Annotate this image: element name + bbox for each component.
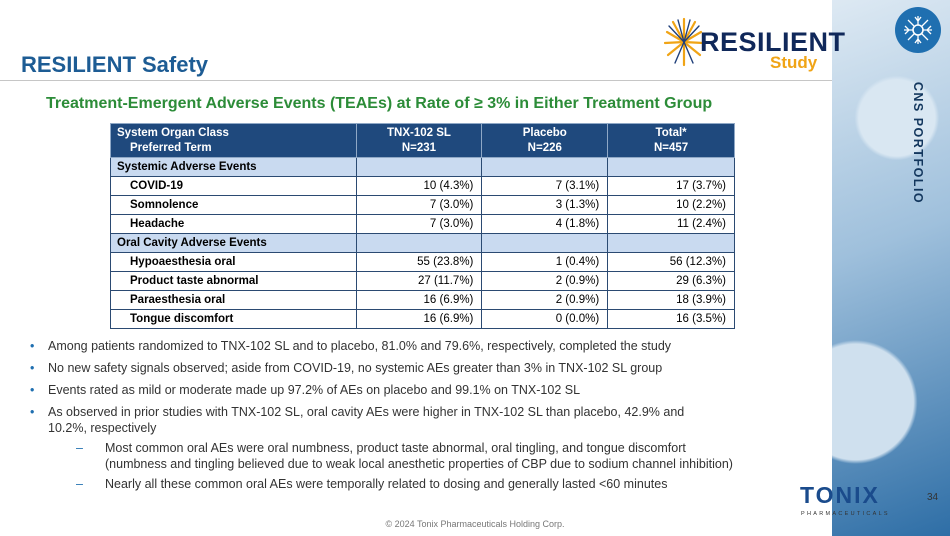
dash-icon: –	[76, 441, 83, 455]
table-row: Paraesthesia oral 16 (6.9%) 2 (0.9%) 18 …	[110, 290, 735, 310]
cell-tnx: 7 (3.0%)	[355, 195, 483, 215]
copyright-footer: © 2024 Tonix Pharmaceuticals Holding Cor…	[385, 519, 565, 529]
header-system-organ-class: System Organ Class Preferred Term	[110, 123, 357, 158]
header-col3-line2: N=226	[527, 141, 562, 154]
header-col2-line2: N=231	[401, 141, 437, 154]
cell-total: 11 (2.4%)	[607, 214, 735, 234]
cell-term: Tongue discomfort	[110, 309, 357, 329]
bullet-item: • No new safety signals observed; aside …	[30, 360, 830, 376]
cell-placebo	[481, 157, 609, 177]
table-section-row: Systemic Adverse Events	[110, 157, 735, 177]
bullet-dot-icon: •	[30, 339, 35, 353]
cell-term: Paraesthesia oral	[110, 290, 357, 310]
section-label: Oral Cavity Adverse Events	[110, 233, 357, 253]
cell-total	[607, 233, 735, 253]
header-col2-line1: TNX-102 SL	[387, 126, 451, 139]
header-col4-line1: Total*	[655, 126, 687, 139]
tonix-tagline: PHARMACEUTICALS	[801, 511, 890, 517]
cell-total: 17 (3.7%)	[607, 176, 735, 196]
table-row: Tongue discomfort 16 (6.9%) 0 (0.0%) 16 …	[110, 309, 735, 329]
page-title: RESILIENT Safety	[21, 52, 209, 77]
bullet-dot-icon: •	[30, 383, 35, 397]
cell-term: Somnolence	[110, 195, 357, 215]
cell-placebo: 4 (1.8%)	[481, 214, 609, 234]
adverse-events-table: System Organ Class Preferred Term TNX-10…	[110, 123, 735, 329]
sub-bullet-text-line: (numbness and tingling believed due to w…	[105, 457, 733, 471]
cell-tnx: 16 (6.9%)	[355, 309, 483, 329]
bullet-text: Events rated as mild or moderate made up…	[48, 383, 581, 397]
cell-placebo: 2 (0.9%)	[481, 271, 609, 291]
header-tnx102sl: TNX-102 SL N=231	[355, 123, 483, 158]
sub-bullet-text: Nearly all these common oral AEs were te…	[105, 477, 668, 491]
bullet-text-line: 10.2%, respectively	[48, 421, 157, 435]
cns-portfolio-label: CNS PORTFOLIO	[911, 81, 925, 205]
cell-placebo: 0 (0.0%)	[481, 309, 609, 329]
cell-term: Headache	[110, 214, 357, 234]
section-label: Systemic Adverse Events	[110, 157, 357, 177]
cell-term: Hypoaesthesia oral	[110, 252, 357, 272]
cell-tnx: 10 (4.3%)	[355, 176, 483, 196]
table-row: Hypoaesthesia oral 55 (23.8%) 1 (0.4%) 5…	[110, 252, 735, 272]
table-row: Product taste abnormal 27 (11.7%) 2 (0.9…	[110, 271, 735, 291]
cell-placebo: 1 (0.4%)	[481, 252, 609, 272]
table-row: Somnolence 7 (3.0%) 3 (1.3%) 10 (2.2%)	[110, 195, 735, 215]
cell-total	[607, 157, 735, 177]
table-section-row: Oral Cavity Adverse Events	[110, 233, 735, 253]
resilient-study-logo: RESILIENT Study	[664, 14, 845, 74]
table-header-row: System Organ Class Preferred Term TNX-10…	[110, 123, 735, 158]
bullet-item: • As observed in prior studies with TNX-…	[30, 404, 830, 492]
sunburst-icon	[664, 17, 704, 67]
cell-total: 29 (6.3%)	[607, 271, 735, 291]
cell-term: Product taste abnormal	[110, 271, 357, 291]
bullet-text: Among patients randomized to TNX-102 SL …	[48, 339, 672, 353]
cell-placebo: 7 (3.1%)	[481, 176, 609, 196]
bullet-dot-icon: •	[30, 361, 35, 375]
header-total: Total* N=457	[607, 123, 735, 158]
cell-tnx: 16 (6.9%)	[355, 290, 483, 310]
slide-subtitle: Treatment-Emergent Adverse Events (TEAEs…	[46, 95, 713, 112]
side-panel-background	[832, 0, 950, 536]
header-col1-line2: Preferred Term	[130, 141, 212, 154]
sub-bullet-item: – Most common oral AEs were oral numbnes…	[48, 440, 830, 472]
sub-bullet-list: – Most common oral AEs were oral numbnes…	[48, 440, 830, 492]
key-findings-list: • Among patients randomized to TNX-102 S…	[30, 338, 830, 498]
neuron-icon	[895, 7, 941, 53]
bullet-text-line: As observed in prior studies with TNX-10…	[48, 405, 685, 419]
bullet-text: No new safety signals observed; aside fr…	[48, 361, 663, 375]
page-number: 34	[927, 492, 939, 503]
header-col1-line1: System Organ Class	[117, 126, 229, 139]
dash-icon: –	[76, 477, 83, 491]
table-row: Headache 7 (3.0%) 4 (1.8%) 11 (2.4%)	[110, 214, 735, 234]
logo-subtext: Study	[770, 53, 818, 72]
title-divider	[0, 80, 832, 81]
cell-term: COVID-19	[110, 176, 357, 196]
header-col3-line1: Placebo	[522, 126, 567, 139]
bullet-item: • Events rated as mild or moderate made …	[30, 382, 830, 398]
bullet-dot-icon: •	[30, 405, 35, 419]
cell-placebo: 3 (1.3%)	[481, 195, 609, 215]
table-row: COVID-19 10 (4.3%) 7 (3.1%) 17 (3.7%)	[110, 176, 735, 196]
cell-tnx: 7 (3.0%)	[355, 214, 483, 234]
cell-tnx: 27 (11.7%)	[355, 271, 483, 291]
cell-total: 16 (3.5%)	[607, 309, 735, 329]
cell-placebo: 2 (0.9%)	[481, 290, 609, 310]
cell-tnx	[355, 157, 483, 177]
cell-total: 10 (2.2%)	[607, 195, 735, 215]
cell-tnx: 55 (23.8%)	[355, 252, 483, 272]
sub-bullet-text-line: Most common oral AEs were oral numbness,…	[105, 441, 686, 455]
cell-tnx	[355, 233, 483, 253]
bullet-item: • Among patients randomized to TNX-102 S…	[30, 338, 830, 354]
header-placebo: Placebo N=226	[481, 123, 609, 158]
header-col4-line2: N=457	[653, 141, 689, 154]
sub-bullet-item: – Nearly all these common oral AEs were …	[48, 476, 830, 492]
cell-total: 56 (12.3%)	[607, 252, 735, 272]
logo-wordmark: RESILIENT	[700, 27, 846, 57]
tonix-wordmark: TONIX	[800, 482, 880, 508]
cell-total: 18 (3.9%)	[607, 290, 735, 310]
cell-placebo	[481, 233, 609, 253]
